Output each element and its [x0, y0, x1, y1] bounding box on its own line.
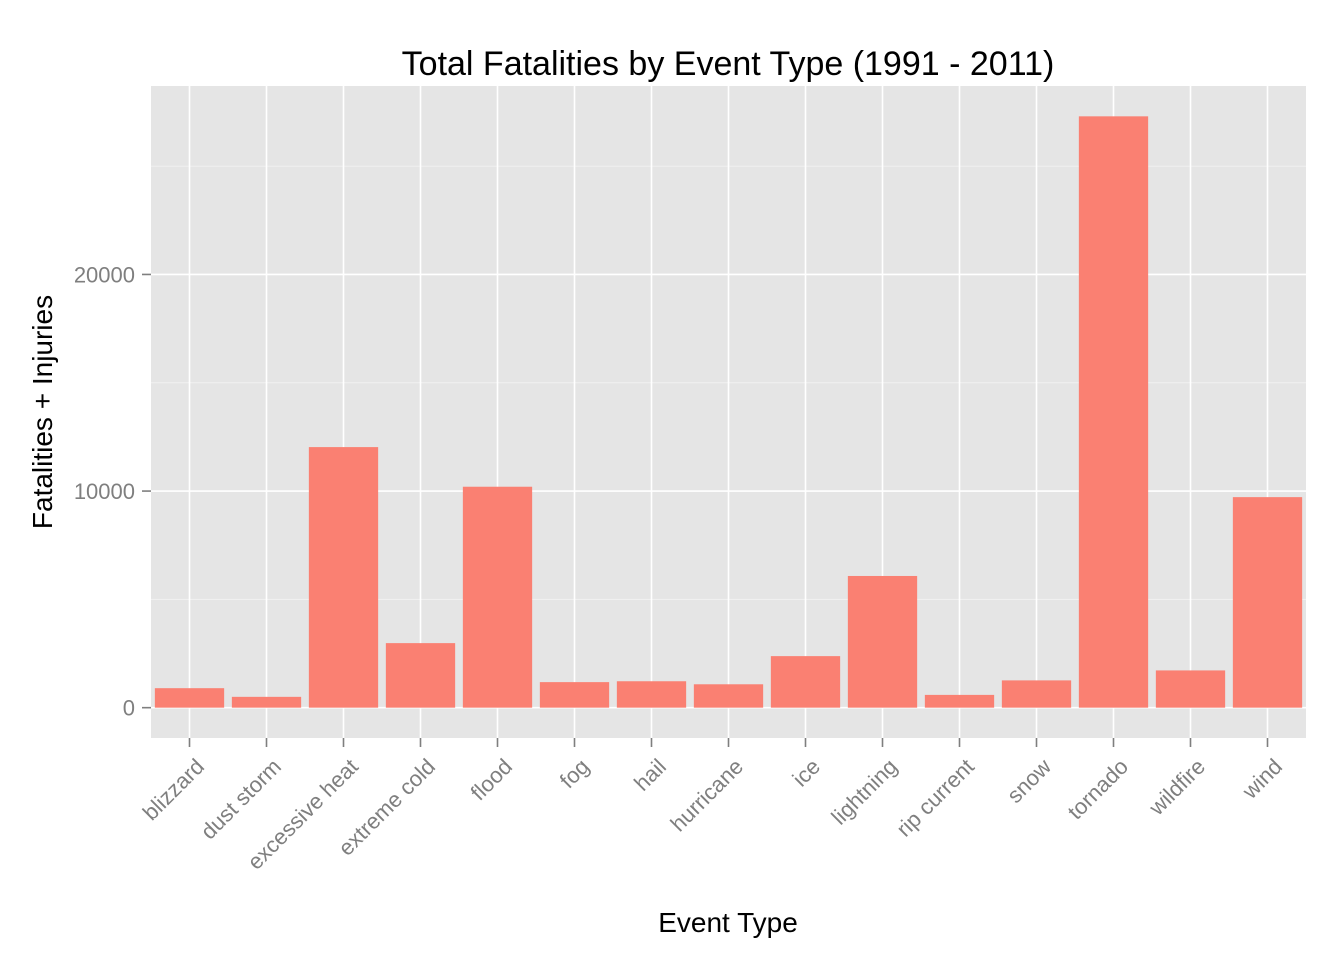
- y-tick-label: 10000: [74, 479, 135, 504]
- bar-wind: [1232, 497, 1303, 708]
- bar-fog: [539, 682, 610, 708]
- bar-tornado: [1078, 116, 1149, 708]
- x-tick-label: tornado: [1063, 754, 1133, 824]
- y-axis-title: Fatalities + Injuries: [27, 295, 58, 529]
- bar-blizzard: [154, 688, 225, 708]
- x-tick-label: wildfire: [1143, 754, 1210, 821]
- bar-extreme-cold: [385, 643, 456, 708]
- bar-snow: [1001, 680, 1072, 708]
- bar-excessive-heat: [308, 447, 379, 708]
- x-tick-label: fog: [555, 754, 594, 793]
- x-tick-label: rip current: [891, 754, 979, 842]
- x-tick-label: flood: [466, 754, 517, 805]
- bar-ice: [770, 656, 841, 708]
- x-tick-label: ice: [787, 754, 825, 792]
- bar-wildfire: [1155, 670, 1226, 708]
- y-tick-label: 0: [123, 696, 135, 721]
- x-tick-label: hail: [629, 754, 671, 796]
- chart-title: Total Fatalities by Event Type (1991 - 2…: [402, 45, 1055, 83]
- y-tick-label: 20000: [74, 262, 135, 287]
- x-tick-label: blizzard: [138, 754, 209, 825]
- x-tick-label: snow: [1002, 754, 1056, 808]
- bar-hurricane: [693, 684, 764, 708]
- bar-dust-storm: [231, 696, 302, 708]
- bars: [154, 116, 1303, 708]
- x-tick-label: wind: [1237, 754, 1287, 804]
- bar-hail: [616, 681, 687, 708]
- x-tick-label: hurricane: [666, 754, 749, 837]
- bar-flood: [462, 486, 533, 708]
- x-tick-label: lightning: [826, 754, 902, 830]
- y-axis: 0 10000 20000: [74, 262, 151, 721]
- x-axis-title: Event Type: [658, 907, 798, 938]
- bar-rip-current: [924, 694, 995, 708]
- bar-lightning: [847, 575, 918, 708]
